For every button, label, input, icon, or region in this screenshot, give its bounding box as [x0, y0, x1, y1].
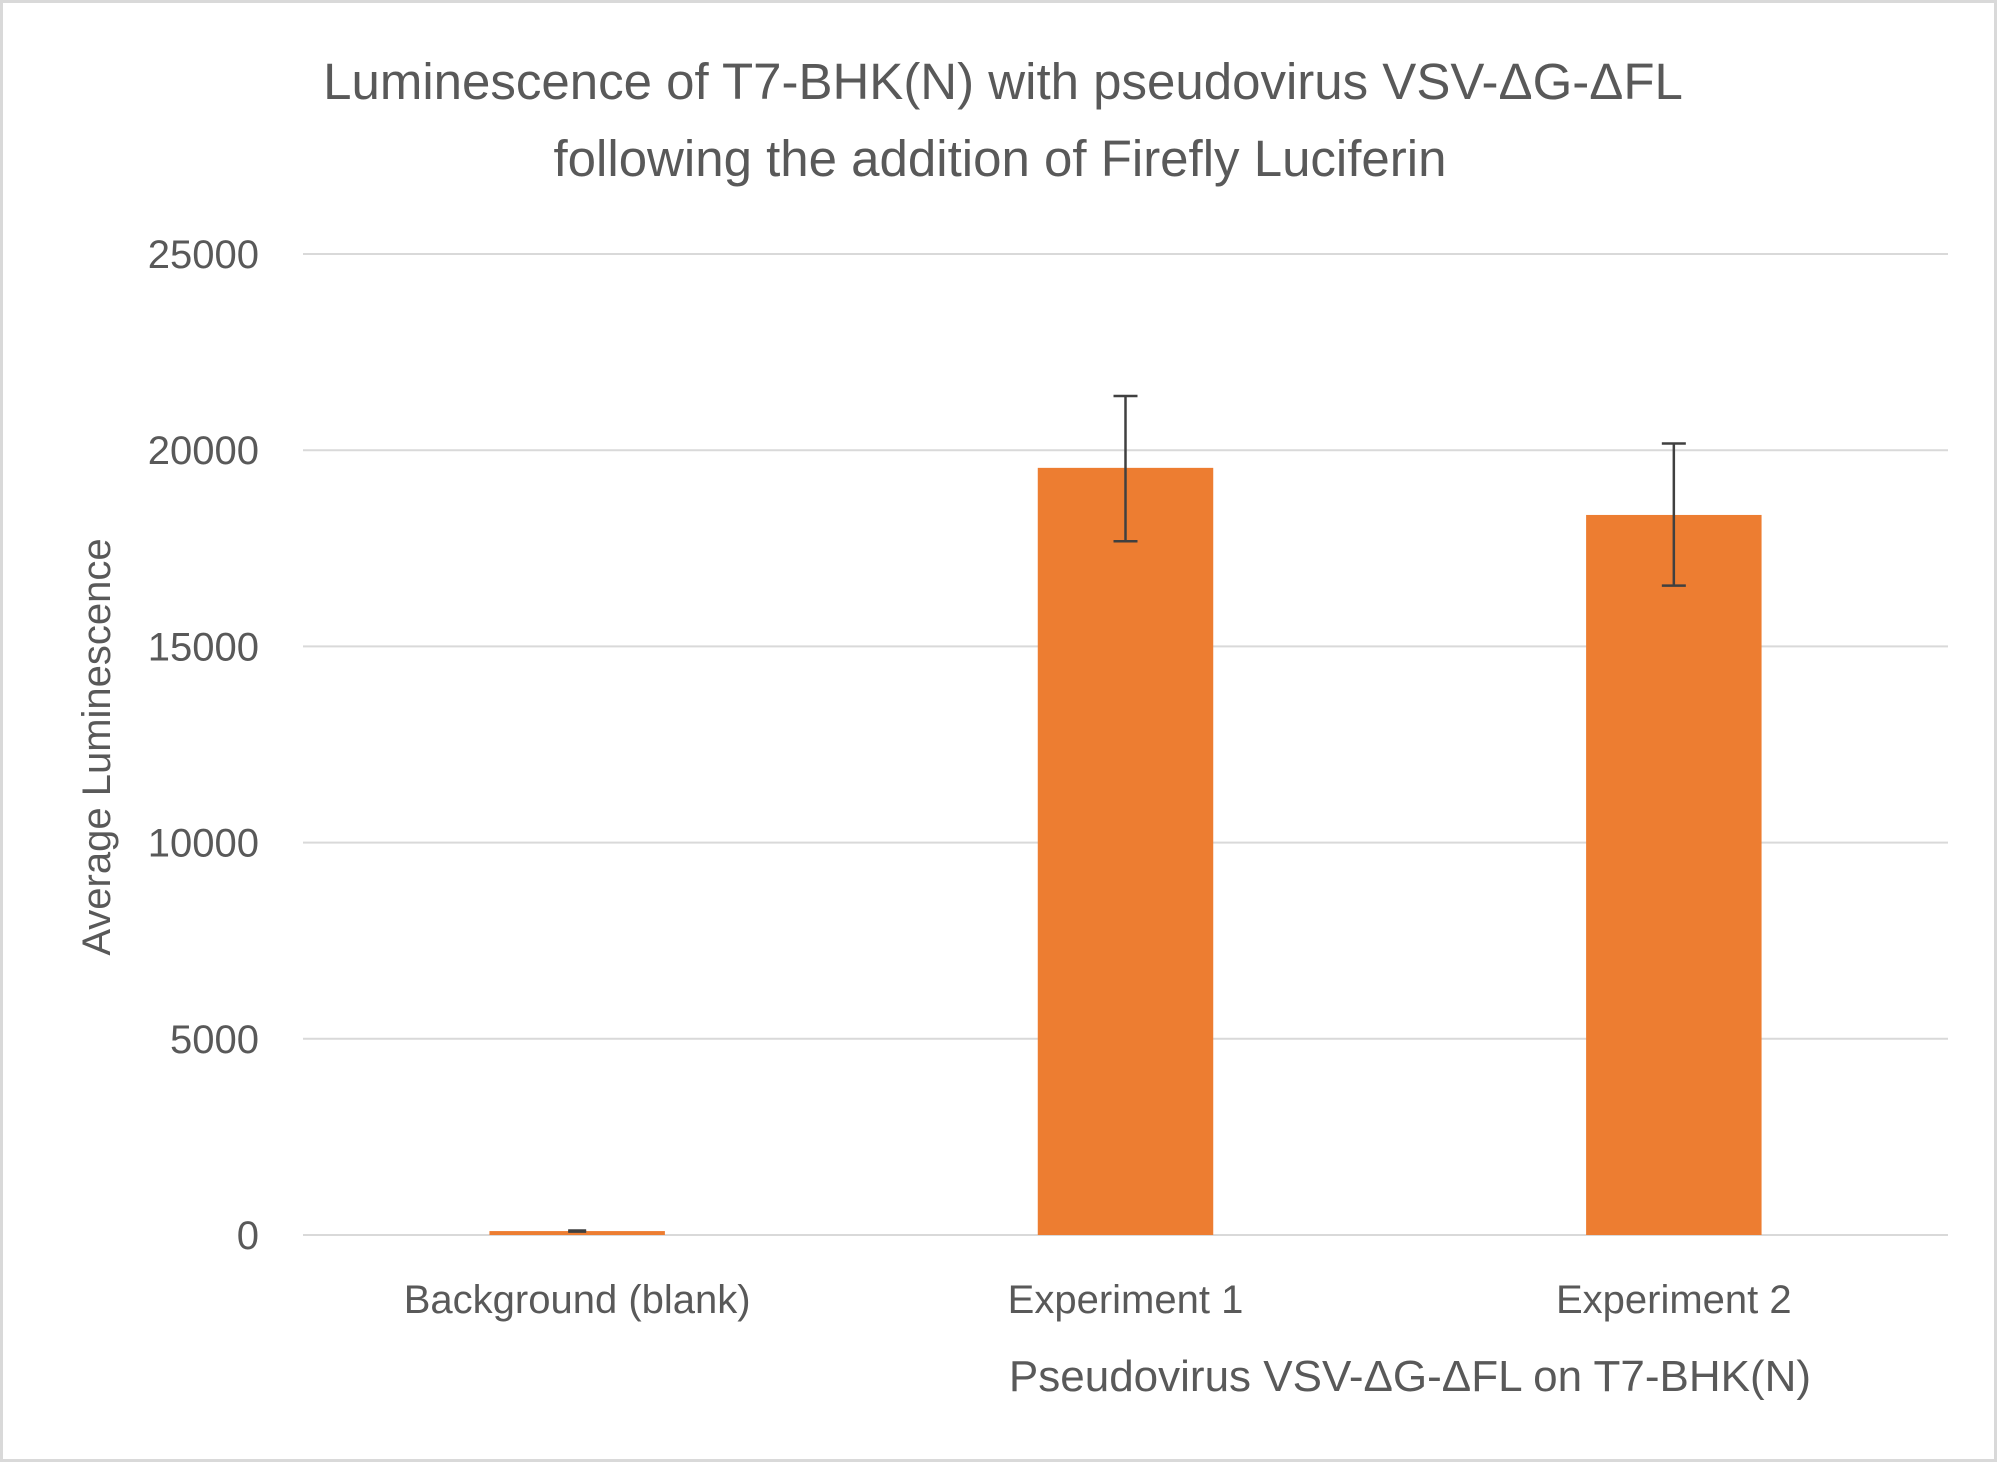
y-axis-label: Average Luminescence: [75, 538, 119, 955]
bar: [1037, 467, 1214, 1235]
error-bar: [568, 1229, 587, 1233]
y-tick-label: 20000: [148, 429, 259, 473]
bar: [489, 1231, 665, 1235]
y-tick-label: 5000: [170, 1018, 259, 1062]
y-tick-label: 25000: [148, 233, 259, 277]
y-tick-label: 10000: [148, 822, 259, 866]
x-tick-labels: Background (blank) Experiment 1 Experiment…: [404, 1278, 1792, 1322]
chart-title-line-2: following the addition of Firefly Lucife…: [554, 130, 1447, 187]
error-bars: [568, 394, 1686, 1233]
y-tick-label: 15000: [148, 625, 259, 669]
x-axis-label: Pseudovirus VSV-ΔG-ΔFL on T7-BHK(N): [1009, 1352, 1811, 1401]
bars: [489, 467, 1762, 1235]
x-tick-label: Experiment 2: [1556, 1278, 1792, 1322]
error-bar: [1661, 442, 1686, 587]
y-tick-label: 0: [237, 1214, 259, 1258]
bar: [1586, 514, 1762, 1235]
chart-title-line-1: Luminescence of T7-BHK(N) with pseudovir…: [323, 53, 1683, 110]
x-tick-label: Experiment 1: [1008, 1278, 1244, 1322]
y-tick-labels: 0 5000 10000 15000 20000 25000: [148, 233, 259, 1258]
bar-chart: 0 5000 10000 15000 20000 25000 Background (bl…: [75, 53, 1948, 1401]
error-bar: [1113, 394, 1138, 543]
x-tick-label: Background (blank): [404, 1278, 751, 1322]
